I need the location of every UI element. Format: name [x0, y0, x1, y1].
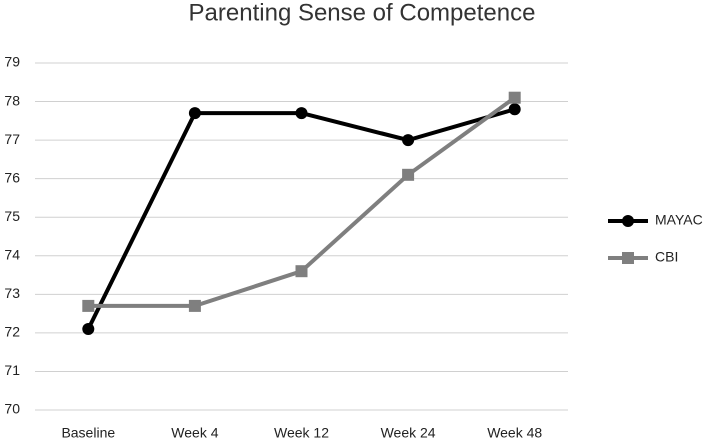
x-tick-label: Week 24 — [381, 425, 436, 440]
legend-label: CBI — [655, 249, 678, 265]
x-tick-label: Baseline — [61, 425, 115, 440]
data-point — [508, 103, 521, 116]
y-tick-label: 79 — [4, 54, 20, 70]
y-tick-label: 75 — [4, 208, 20, 224]
y-tick-label: 70 — [4, 401, 20, 417]
x-tick-label: Week 12 — [274, 425, 329, 440]
y-tick-label: 71 — [4, 362, 20, 378]
legend-marker — [622, 215, 634, 227]
x-tick-label: Week 4 — [171, 425, 218, 440]
y-tick-label: 77 — [4, 131, 20, 147]
data-point — [402, 134, 415, 147]
data-point — [295, 265, 308, 278]
data-point — [82, 299, 95, 312]
y-tick-label: 76 — [4, 169, 20, 185]
chart-title: Parenting Sense of Competence — [189, 0, 536, 26]
x-tick-label: Week 48 — [487, 425, 542, 440]
data-point — [402, 168, 415, 181]
y-tick-label: 74 — [4, 246, 20, 262]
data-point — [188, 299, 201, 312]
y-tick-label: 72 — [4, 324, 20, 340]
data-point — [508, 91, 521, 104]
y-tick-label: 78 — [4, 92, 20, 108]
legend-marker — [622, 252, 634, 264]
data-point — [188, 107, 201, 120]
data-point — [295, 107, 308, 120]
y-tick-label: 73 — [4, 285, 20, 301]
data-point — [82, 323, 95, 336]
legend-label: MAYAC — [655, 212, 703, 228]
